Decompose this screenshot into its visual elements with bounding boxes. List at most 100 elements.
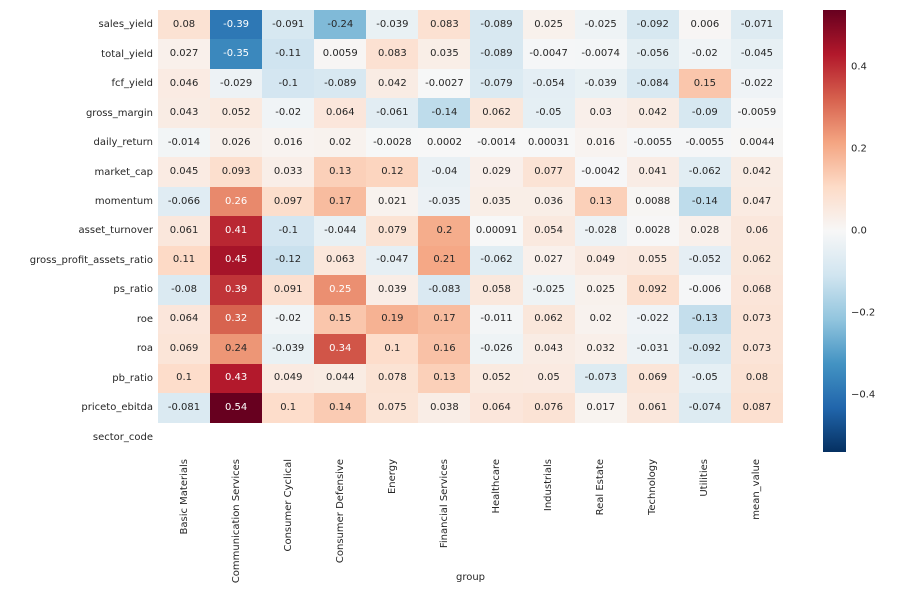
heatmap-cell: 0.25 — [314, 275, 367, 305]
y-tick-label: pb_ratio — [112, 372, 153, 384]
colorbar-tick-label: 0.2 — [851, 143, 867, 155]
heatmap-cell: 0.16 — [418, 334, 471, 364]
heatmap-cell: 0.17 — [418, 304, 471, 335]
heatmap-cell: -0.0055 — [626, 127, 679, 158]
heatmap-cell — [522, 422, 575, 452]
heatmap-cell: -0.0074 — [574, 39, 627, 69]
heatmap-cell — [678, 422, 731, 452]
heatmap-cell: 0.041 — [626, 157, 679, 187]
heatmap-cell: -0.12 — [262, 245, 315, 276]
heatmap-cell — [210, 422, 263, 452]
heatmap-cell: 0.21 — [418, 245, 471, 276]
heatmap-cell: -0.0014 — [470, 127, 523, 158]
y-tick-label: gross_profit_assets_ratio — [29, 254, 153, 266]
heatmap-cell: 0.052 — [470, 363, 523, 394]
heatmap-cell — [626, 422, 679, 452]
heatmap-cell: 0.11 — [158, 245, 211, 276]
heatmap-cell: 0.016 — [262, 127, 315, 158]
x-tick-label-text: Technology — [647, 459, 659, 516]
heatmap-cell: 0.062 — [522, 304, 575, 335]
heatmap-cell: 0.042 — [626, 98, 679, 128]
x-tick-label-text: Real Estate — [595, 459, 607, 516]
heatmap-grid: 0.08 -0.39 -0.091 -0.24 -0.039 0.083 -0.089 0.0… — [158, 10, 783, 452]
heatmap-cell: -0.039 — [574, 68, 627, 99]
heatmap-cell: 0.043 — [158, 98, 211, 128]
heatmap-cell: 0.045 — [158, 157, 211, 187]
heatmap-cell: -0.13 — [678, 304, 731, 335]
heatmap-cell: 0.41 — [210, 216, 263, 246]
heatmap-cell: -0.083 — [418, 275, 471, 305]
heatmap-cell: 0.064 — [470, 393, 523, 423]
heatmap-cell: -0.39 — [210, 10, 263, 40]
heatmap-cell: -0.062 — [678, 157, 731, 187]
colorbar-tick-label: −0.4 — [851, 389, 876, 401]
x-axis-title: group — [455, 572, 486, 583]
heatmap-cell — [366, 422, 419, 452]
heatmap-cell: 0.055 — [626, 245, 679, 276]
heatmap-cell: 0.1 — [158, 363, 211, 394]
heatmap-cell: 0.052 — [210, 98, 263, 128]
heatmap-cell — [262, 422, 315, 452]
heatmap-cell: 0.26 — [210, 186, 263, 217]
heatmap-cell: 0.077 — [522, 157, 575, 187]
heatmap-cell: 0.45 — [210, 245, 263, 276]
heatmap-cell: -0.11 — [262, 39, 315, 69]
heatmap-cell — [730, 422, 783, 452]
heatmap-cell: -0.028 — [574, 216, 627, 246]
heatmap-cell: 0.13 — [418, 363, 471, 394]
heatmap-cell: 0.025 — [522, 10, 575, 40]
heatmap-cell: -0.074 — [678, 393, 731, 423]
heatmap-cell: 0.016 — [574, 127, 627, 158]
heatmap-cell: 0.17 — [314, 186, 367, 217]
heatmap-cell: -0.092 — [626, 10, 679, 40]
heatmap-cell: -0.08 — [158, 275, 211, 305]
heatmap-cell: -0.0028 — [366, 127, 419, 158]
x-tick-label-text: Communication Services — [230, 459, 242, 584]
heatmap-cell: 0.00091 — [470, 216, 523, 246]
y-tick-label: sales_yield — [98, 19, 153, 31]
x-tick-label-text: Industrials — [543, 459, 555, 512]
heatmap-cell: -0.022 — [730, 68, 783, 99]
heatmap-cell: 0.042 — [730, 157, 783, 187]
x-tick-label-text: Energy — [386, 459, 398, 495]
heatmap-cell: 0.025 — [574, 275, 627, 305]
heatmap-cell: 0.00031 — [522, 127, 575, 158]
heatmap-cell: 0.05 — [522, 363, 575, 394]
heatmap-cell: 0.062 — [470, 98, 523, 128]
heatmap-cell: 0.078 — [366, 363, 419, 394]
heatmap-cell: 0.079 — [366, 216, 419, 246]
heatmap-cell: -0.14 — [678, 186, 731, 217]
heatmap-cell: -0.039 — [366, 10, 419, 40]
heatmap-cell: 0.062 — [730, 245, 783, 276]
heatmap-cell: 0.03 — [574, 98, 627, 128]
heatmap-cell: -0.02 — [262, 304, 315, 335]
heatmap-cell: 0.13 — [314, 157, 367, 187]
heatmap-cell: -0.09 — [678, 98, 731, 128]
y-tick-label: asset_turnover — [78, 225, 153, 237]
heatmap-cell: 0.43 — [210, 363, 263, 394]
heatmap-cell: 0.047 — [730, 186, 783, 217]
heatmap-cell: -0.0027 — [418, 68, 471, 99]
heatmap-cell: 0.091 — [262, 275, 315, 305]
heatmap-cell: 0.069 — [158, 334, 211, 364]
heatmap-cell: 0.044 — [314, 363, 367, 394]
heatmap-cell: 0.069 — [626, 363, 679, 394]
heatmap-cell: 0.028 — [678, 216, 731, 246]
heatmap-cell: -0.081 — [158, 393, 211, 423]
heatmap-cell: 0.036 — [522, 186, 575, 217]
heatmap-cell: 0.02 — [314, 127, 367, 158]
heatmap-cell: -0.022 — [626, 304, 679, 335]
heatmap-cell: 0.19 — [366, 304, 419, 335]
heatmap-cell: 0.2 — [418, 216, 471, 246]
heatmap-cell: 0.092 — [626, 275, 679, 305]
colorbar-tick-label: 0.0 — [851, 225, 867, 237]
heatmap-cell: -0.011 — [470, 304, 523, 335]
heatmap-cell: -0.092 — [678, 334, 731, 364]
heatmap-cell: -0.091 — [262, 10, 315, 40]
x-tick-label-text: Consumer Cyclical — [282, 459, 294, 552]
heatmap-cell: -0.071 — [730, 10, 783, 40]
y-tick-label: momentum — [94, 196, 153, 208]
heatmap-cell: -0.04 — [418, 157, 471, 187]
y-tick-label: priceto_ebitda — [81, 402, 153, 414]
y-tick-label: gross_margin — [85, 107, 153, 119]
